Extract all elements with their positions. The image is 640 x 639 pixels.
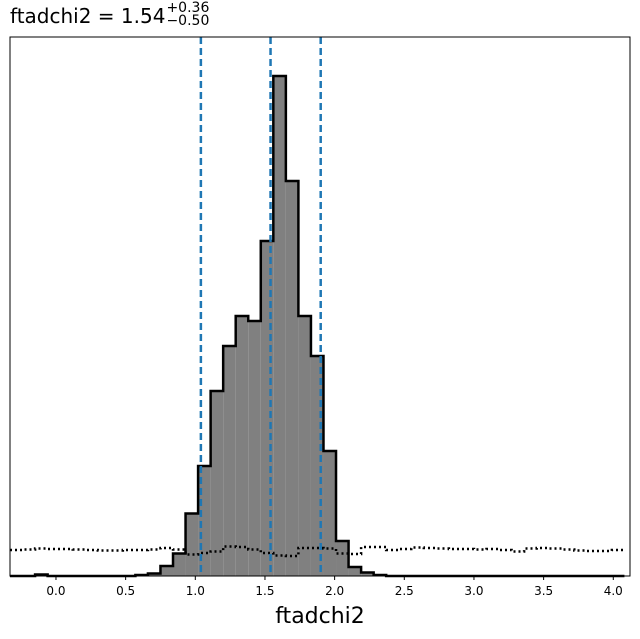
plot-area	[10, 37, 625, 578]
x-tick-label: 4.0	[604, 584, 623, 598]
histogram-bar	[323, 451, 337, 576]
histogram-bar	[273, 76, 286, 576]
x-tick-label: 1.5	[255, 584, 274, 598]
histogram-bar	[348, 567, 362, 576]
histogram-bar	[173, 553, 186, 576]
histogram-bar	[160, 566, 174, 576]
x-tick-label: 0.5	[116, 584, 135, 598]
x-axis-ticks: 0.0 0.5 1.0 1.5 2.0 2.5 3.0 3.5 4.0	[46, 576, 623, 598]
histogram-bar	[235, 316, 249, 576]
prior-dotted-line	[10, 545, 625, 558]
x-tick-label: 2.5	[395, 584, 414, 598]
histogram-bar	[285, 181, 299, 576]
chart-title-lower-error: −0.50	[166, 13, 210, 29]
histogram-bar	[361, 572, 374, 576]
x-tick-label: 2.0	[325, 584, 344, 598]
histogram-bar	[185, 513, 199, 576]
histogram-bar	[248, 321, 261, 576]
histogram-bar	[223, 346, 236, 576]
histogram-bar	[210, 391, 224, 576]
histogram-bar	[298, 316, 311, 576]
chart-title-upper-error: +0.36	[166, 0, 210, 16]
chart-title-main: ftadchi2 = 1.54	[10, 4, 166, 28]
histogram-bar	[336, 541, 349, 576]
x-tick-label: 1.0	[186, 584, 205, 598]
x-tick-label: 0.0	[46, 584, 65, 598]
x-axis-label: ftadchi2	[275, 604, 365, 629]
chart-title: ftadchi2 = 1.54 +0.36 −0.50	[10, 0, 610, 36]
axes-frame	[9, 36, 631, 577]
x-tick-label: 3.0	[464, 584, 483, 598]
x-tick-label: 3.5	[534, 584, 553, 598]
